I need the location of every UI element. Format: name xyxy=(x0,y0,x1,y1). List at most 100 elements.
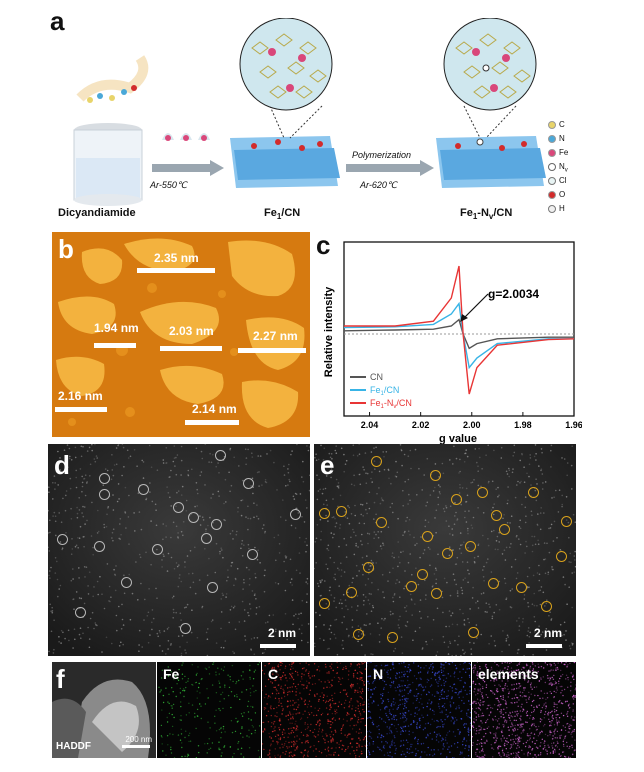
single-atom-circle xyxy=(353,629,364,640)
stem-image-d: 2 nm xyxy=(48,444,310,656)
chlorine-dot-icon xyxy=(548,176,556,185)
single-atom-circle xyxy=(541,601,552,612)
panel-letter-d: d xyxy=(54,450,70,480)
zoom-bubble-2 xyxy=(443,18,537,139)
scheme-condition-2-top: Polymerization xyxy=(352,150,412,160)
single-atom-circle xyxy=(422,531,433,542)
single-atom-circle xyxy=(243,478,254,489)
single-atom-circle xyxy=(188,512,199,523)
single-atom-circle xyxy=(180,623,191,634)
arrow-2-icon xyxy=(346,160,434,176)
scale-bar-d xyxy=(260,644,296,648)
afm-height-label: 2.16 nm xyxy=(58,389,103,403)
single-atom-circle xyxy=(290,509,301,520)
scheme-label-dicyandiamide: Dicyandiamide xyxy=(58,207,136,219)
x-tick-label: 1.98 xyxy=(514,420,532,430)
afm-height-bar xyxy=(185,420,239,425)
epr-chart: 2.04 2.02 2.00 1.98 1.96 Relative intensity … xyxy=(323,241,582,444)
haddf-label: HADDF xyxy=(56,741,91,752)
single-atom-circle xyxy=(442,548,453,559)
scheme-label-fe1-cn: Fe1/CN xyxy=(264,207,301,222)
fe-map: Fe xyxy=(157,662,261,758)
afm-height-label: 2.03 nm xyxy=(169,324,214,338)
scale-bar-text-e: 2 nm xyxy=(533,626,562,640)
iron-dot-icon xyxy=(548,148,556,157)
single-atom-circle xyxy=(468,627,479,638)
hydrogen-dot-icon xyxy=(548,204,556,213)
stem-noise xyxy=(48,444,310,656)
single-atom-circle xyxy=(406,581,417,592)
carbon-dot-icon xyxy=(548,120,556,129)
single-atom-circle xyxy=(99,489,110,500)
plot-frame xyxy=(343,241,575,417)
carbon-nitride-sheet-1 xyxy=(230,136,340,188)
afm-height-label: 2.27 nm xyxy=(253,329,298,343)
single-atom-circle xyxy=(211,519,222,530)
chart-legend: CN Fe1/CN Fe1-Nv/CN xyxy=(350,372,412,410)
haddf-map: HADDF 200 nm xyxy=(52,662,156,758)
afm-height-label: 2.14 nm xyxy=(192,402,237,416)
panel-letter-a: a xyxy=(50,6,65,36)
fe-map-label: Fe xyxy=(163,666,180,682)
scheme-condition-2-bottom: Ar-620℃ xyxy=(360,180,397,190)
single-atom-circle xyxy=(75,607,86,618)
single-atom-circle xyxy=(488,578,499,589)
annotation-arrow xyxy=(463,293,489,319)
haddf-texture xyxy=(52,679,150,758)
single-atom-circle xyxy=(121,577,132,588)
nitrogen-dot-icon xyxy=(548,134,556,143)
elements-map-label: elements xyxy=(478,666,539,682)
single-atom-circle xyxy=(499,524,510,535)
single-atom-circle xyxy=(451,494,462,505)
afm-height-label: 1.94 nm xyxy=(94,321,139,335)
single-atom-circle xyxy=(201,533,212,544)
scheme-condition-1: Ar-550℃ xyxy=(150,180,187,190)
afm-texture xyxy=(52,232,310,437)
c-map-label: C xyxy=(268,666,279,682)
scale-bar-e xyxy=(526,644,562,648)
afm-height-bar xyxy=(238,348,306,353)
single-atom-circle xyxy=(491,510,502,521)
c-map-dots xyxy=(262,662,366,758)
single-atom-circle xyxy=(516,582,527,593)
x-tick-label: 1.96 xyxy=(565,420,582,430)
panel-letter-c: c xyxy=(316,230,331,260)
annotation-arrow-head xyxy=(460,314,468,322)
x-axis-label: g value xyxy=(439,433,477,444)
afm-height-bar xyxy=(94,343,136,348)
oxygen-dot-icon xyxy=(548,190,556,199)
single-atom-circle xyxy=(376,517,387,528)
legend-item: Cl xyxy=(548,176,567,185)
vacancy-dot-icon xyxy=(548,162,556,171)
scheme-label-fe1-nv-cn: Fe1-Nv/CN xyxy=(460,207,513,222)
single-atom-circle xyxy=(556,551,567,562)
flask-icon xyxy=(73,123,143,206)
n-map-dots xyxy=(367,662,471,758)
series-line-1 xyxy=(343,301,574,370)
single-atom-circle xyxy=(138,484,149,495)
single-atom-circle xyxy=(173,502,184,513)
haddf-scale-text: 200 nm xyxy=(125,735,152,744)
afm-height-bar xyxy=(137,268,215,273)
carbon-nitride-sheet-2 xyxy=(436,136,546,188)
legend-item: Nv xyxy=(548,162,568,174)
single-atom-circle xyxy=(561,516,572,527)
molecule-swirl-icon xyxy=(76,55,149,103)
x-tick-label: 2.00 xyxy=(463,420,481,430)
afm-height-label: 2.35 nm xyxy=(154,251,199,265)
legend-label-cn: CN xyxy=(370,372,383,382)
single-atom-circle xyxy=(94,541,105,552)
single-atom-circle xyxy=(215,450,226,461)
single-atom-circle xyxy=(417,569,428,580)
single-atom-circle xyxy=(371,456,382,467)
panel-letter-f: f xyxy=(56,664,65,694)
single-atom-circle xyxy=(319,598,330,609)
g-value-annotation: g=2.0034 xyxy=(488,287,539,301)
elements-map: elements xyxy=(472,662,576,758)
x-tick-label: 2.04 xyxy=(361,420,379,430)
legend-label-fe1-cn: Fe1/CN xyxy=(370,385,399,397)
panel-letter-e: e xyxy=(320,450,335,480)
fe-map-dots xyxy=(158,662,261,758)
single-atom-circle xyxy=(336,506,347,517)
afm-image xyxy=(52,232,310,437)
